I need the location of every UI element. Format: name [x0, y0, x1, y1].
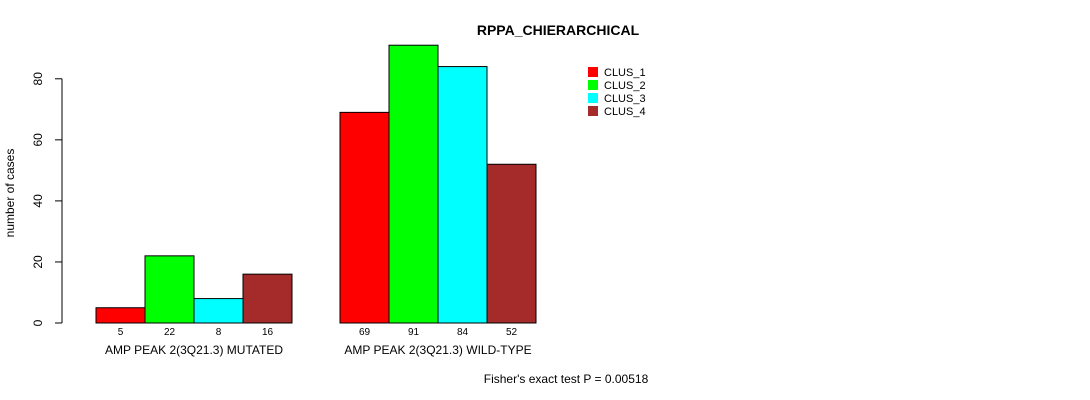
category-label: AMP PEAK 2(3Q21.3) WILD-TYPE — [344, 343, 531, 357]
count-labels-group: 5 22 8 16 69 91 84 52 — [118, 327, 518, 338]
bar-clus-3 — [437, 66, 488, 324]
bar-clus-3 — [193, 298, 244, 324]
category-label: AMP PEAK 2(3Q21.3) MUTATED — [105, 343, 283, 357]
bar-clus-2 — [144, 255, 195, 324]
count-label: 8 — [216, 327, 222, 338]
y-tick-label: 40 — [31, 194, 45, 208]
chart-title: RPPA_CHIERARCHICAL — [477, 22, 640, 38]
legend-label: CLUS_3 — [604, 93, 646, 105]
count-label: 91 — [408, 327, 420, 338]
count-label: 22 — [164, 327, 176, 338]
legend-swatch — [588, 106, 598, 116]
y-axis-label: number of cases — [3, 149, 17, 238]
legend-label: CLUS_4 — [604, 106, 646, 118]
count-label: 16 — [262, 327, 274, 338]
y-tick-label: 80 — [31, 72, 45, 86]
category-labels-group: AMP PEAK 2(3Q21.3) MUTATED AMP PEAK 2(3Q2… — [105, 343, 532, 357]
bar-clus-1 — [339, 111, 390, 324]
legend-label: CLUS_2 — [604, 80, 646, 92]
y-tick-label: 60 — [31, 133, 45, 147]
bar-clus-4 — [486, 163, 537, 324]
fisher-test-footnote: Fisher's exact test P = 0.00518 — [484, 372, 649, 386]
count-label: 69 — [359, 327, 371, 338]
count-label: 52 — [506, 327, 518, 338]
bars-group — [95, 44, 537, 324]
legend-swatch — [588, 80, 598, 90]
bar-clus-2 — [388, 44, 439, 324]
legend-swatch — [588, 93, 598, 103]
bar-clus-4 — [242, 273, 293, 324]
y-tick-label: 0 — [31, 319, 45, 326]
legend-label: CLUS_1 — [604, 67, 646, 79]
count-label: 5 — [118, 327, 124, 338]
count-label: 84 — [457, 327, 469, 338]
bar-clus-1 — [95, 307, 146, 324]
legend-swatch — [588, 67, 598, 77]
y-axis: 0 20 40 60 80 — [31, 72, 63, 326]
y-tick-label: 20 — [31, 255, 45, 269]
